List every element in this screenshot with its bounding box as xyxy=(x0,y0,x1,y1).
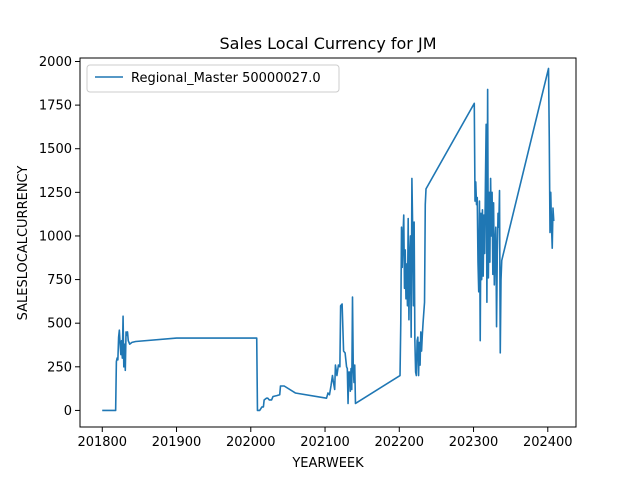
y-tick-label: 1000 xyxy=(39,229,72,244)
x-tick-label: 202000 xyxy=(226,435,276,450)
x-axis-label: YEARWEEK xyxy=(291,456,364,471)
y-tick-label: 750 xyxy=(47,273,72,288)
y-tick-label: 500 xyxy=(47,317,72,332)
series-line-regional-master xyxy=(102,67,555,412)
legend-label: Regional_Master 50000027.0 xyxy=(131,71,321,86)
x-tick-label: 202300 xyxy=(449,435,499,450)
y-tick-label: 0 xyxy=(64,404,72,419)
y-axis-label: SALESLOCALCURRENCY xyxy=(16,166,31,321)
y-axis: 0 250 500 750 1000 1250 1500 1750 2000 xyxy=(39,55,80,419)
x-tick-label: 202400 xyxy=(523,435,573,450)
plot-area xyxy=(102,67,555,412)
y-tick-label: 250 xyxy=(47,360,72,375)
legend-box xyxy=(86,64,340,93)
y-tick-label: 2000 xyxy=(39,55,72,70)
x-tick-label: 202200 xyxy=(374,435,424,450)
x-tick-label: 201900 xyxy=(152,435,202,450)
x-tick-label: 202100 xyxy=(300,435,350,450)
y-tick-label: 1750 xyxy=(39,99,72,114)
legend: Regional_Master 50000027.0 xyxy=(86,64,340,93)
y-tick-label: 1500 xyxy=(39,142,72,157)
plot-frame xyxy=(79,57,577,428)
x-tick-label: 201800 xyxy=(77,435,127,450)
chart-title: Sales Local Currency for JM xyxy=(219,34,436,53)
y-tick-label: 1250 xyxy=(39,186,72,201)
x-axis: 201800 201900 202000 202100 202200 202300 2024… xyxy=(77,427,573,450)
